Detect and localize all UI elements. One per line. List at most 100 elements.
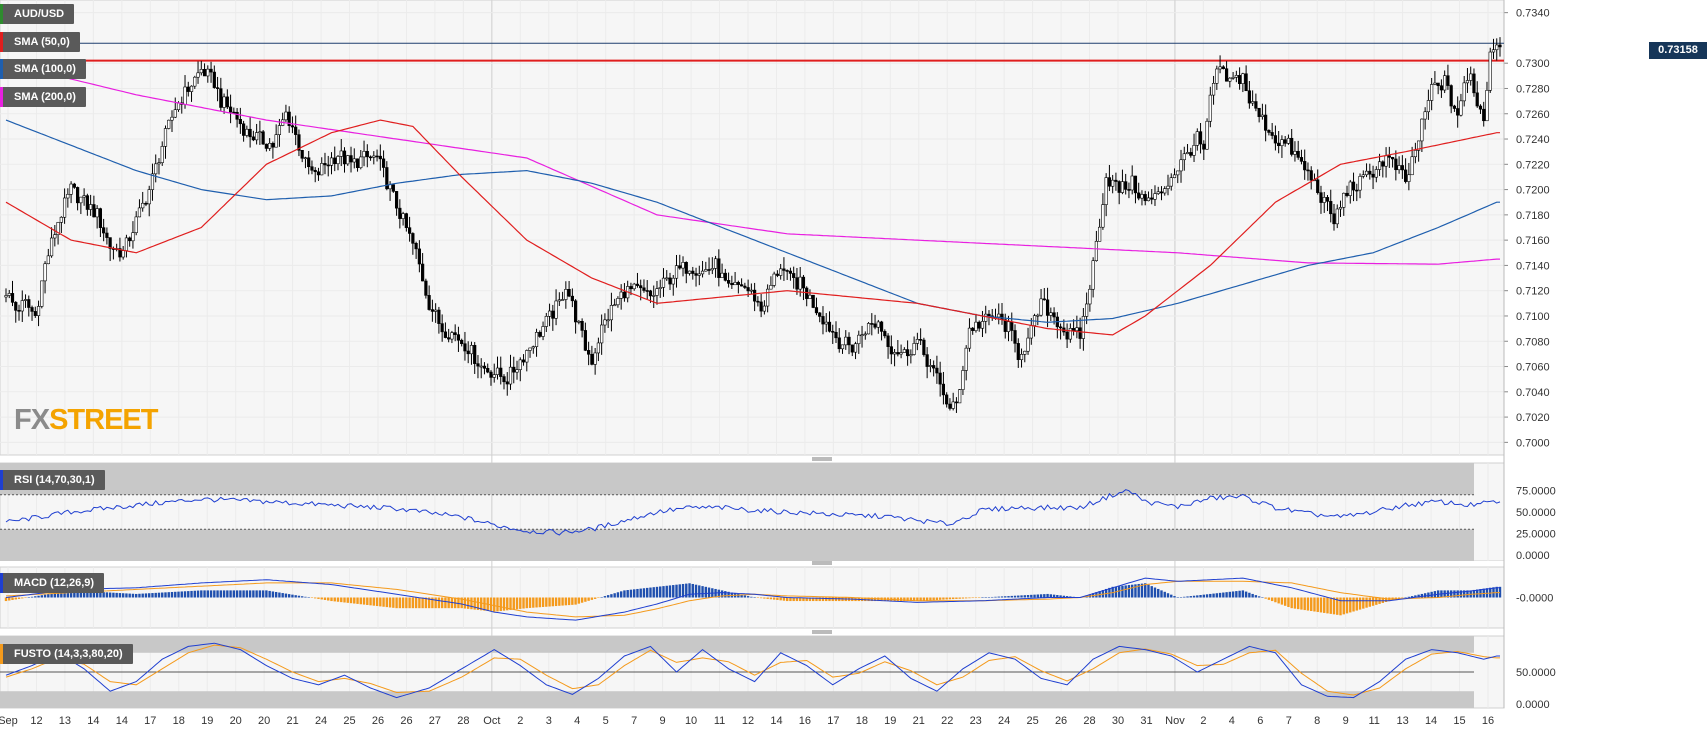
macd-histogram-bar-positive <box>1056 595 1059 598</box>
macd-histogram-bar-negative <box>476 597 480 610</box>
candle-down <box>736 282 740 285</box>
macd-histogram-bar-negative <box>353 597 356 604</box>
candle-down <box>919 339 923 341</box>
macd-histogram-bar-negative <box>1274 597 1277 603</box>
macd-histogram-bar-negative <box>496 597 499 612</box>
date-axis-label: 4 <box>574 715 580 727</box>
candle-down <box>1221 66 1225 70</box>
candle-up <box>915 339 919 344</box>
rsi-tag[interactable]: RSI (14,70,30,1) <box>0 470 105 490</box>
candle-down <box>1189 152 1193 156</box>
macd-histogram-bar-positive <box>1459 590 1463 598</box>
macd-histogram-bar-positive <box>131 593 135 598</box>
sma200-tag[interactable]: SMA (200,0) <box>0 87 86 107</box>
candle-up <box>603 319 607 326</box>
candle-up <box>749 289 753 292</box>
candle-down <box>1016 343 1020 360</box>
date-axis-label: 23 <box>970 715 982 727</box>
macd-histogram-bar-positive <box>646 587 649 598</box>
macd-histogram-bar-positive <box>34 596 37 598</box>
rsi-label: RSI (14,70,30,1) <box>14 474 95 486</box>
macd-histogram-bar-negative <box>538 597 542 608</box>
macd-histogram-bar-negative <box>590 597 594 600</box>
symbol-tag[interactable]: AUD/USD <box>0 4 75 24</box>
candle-up <box>596 342 600 354</box>
sma100-tag[interactable]: SMA (100,0) <box>0 59 86 79</box>
date-axis-label: 2 <box>1200 715 1206 727</box>
date-axis-label: 21 <box>286 715 298 727</box>
macd-histogram-bar-positive <box>753 597 756 598</box>
macd-histogram-bar-positive <box>1059 595 1062 598</box>
date-axis-label: 14 <box>770 715 782 727</box>
macd-histogram-bar-positive <box>991 596 994 598</box>
macd-histogram-bar-negative <box>834 597 838 602</box>
macd-histogram-bar-negative <box>1362 597 1365 609</box>
candle-down <box>1107 177 1112 187</box>
candle-down <box>144 202 148 205</box>
candle-up <box>274 134 278 148</box>
sma50-tag[interactable]: SMA (50,0) <box>0 32 80 52</box>
macd-histogram-bar-positive <box>1121 585 1124 598</box>
macd-histogram-bar-negative <box>958 597 961 599</box>
macd-histogram-bar-negative <box>906 597 909 602</box>
candle-up <box>339 150 343 157</box>
macd-histogram-bar-positive <box>1017 595 1020 598</box>
candle-up <box>1218 66 1222 70</box>
macd-histogram-bar-negative <box>17 597 21 599</box>
candle-down <box>1332 213 1336 225</box>
macd-histogram-bar-negative <box>821 597 825 602</box>
macd-tag[interactable]: MACD (12,26,9) <box>0 573 105 593</box>
macd-histogram-bar-negative <box>411 597 415 609</box>
rsi-axis-label: 50.0000 <box>1516 507 1556 519</box>
macd-histogram-bar-positive <box>1173 596 1176 598</box>
macd-histogram-bar-positive <box>678 584 681 598</box>
macd-histogram-bar-positive <box>37 595 40 598</box>
candle-down <box>261 131 265 145</box>
candle-down <box>17 310 21 312</box>
candle-up <box>779 268 783 276</box>
macd-histogram-bar-positive <box>248 590 252 598</box>
candle-down <box>831 330 835 333</box>
candle-down <box>1273 135 1278 144</box>
macd-histogram-bar-negative <box>1342 597 1345 615</box>
macd-histogram-bar-positive <box>1192 595 1196 598</box>
candle-up <box>121 250 125 258</box>
candle-down <box>1277 142 1281 147</box>
sma100-color-bar <box>0 59 3 79</box>
macd-histogram-bar-negative <box>21 597 24 599</box>
candle-down <box>1013 330 1017 344</box>
macd-histogram-bar-negative <box>359 597 362 605</box>
candle-down <box>759 301 763 312</box>
macd-histogram-bar-positive <box>180 591 183 598</box>
macd-histogram-bar-positive <box>108 592 112 598</box>
candle-up <box>687 270 692 274</box>
macd-histogram-bar-positive <box>128 593 131 598</box>
fusto-tag[interactable]: FUSTO (14,3,3,80,20) <box>0 644 133 664</box>
candle-down <box>879 321 884 332</box>
candle-down <box>225 96 229 108</box>
macd-histogram-bar-negative <box>392 597 395 608</box>
price-axis-label: 0.7120 <box>1516 286 1550 298</box>
candle-down <box>756 300 760 303</box>
candle-down <box>746 287 750 292</box>
macd-histogram-bar-positive <box>56 592 60 598</box>
candle-down <box>740 284 744 287</box>
date-axis-label: Nov <box>1165 715 1185 727</box>
candle-up <box>515 369 519 373</box>
candle-up <box>671 277 675 285</box>
candle-up <box>1185 152 1190 155</box>
candle-up <box>912 343 916 355</box>
candle-down <box>248 128 252 138</box>
macd-histogram-bar-negative <box>395 597 398 609</box>
macd-histogram-bar-negative <box>356 597 359 604</box>
macd-histogram-bar-negative <box>434 597 437 609</box>
macd-histogram-bar-positive <box>1196 595 1199 598</box>
macd-histogram-bar-negative <box>951 597 955 600</box>
candle-up <box>40 280 44 307</box>
candle-down <box>417 248 421 265</box>
macd-histogram-bar-positive <box>1212 593 1215 598</box>
macd-histogram-bar-negative <box>1316 597 1319 612</box>
macd-histogram-bar-negative <box>4 597 8 602</box>
candle-up <box>1465 80 1470 84</box>
candle-down <box>98 208 102 228</box>
